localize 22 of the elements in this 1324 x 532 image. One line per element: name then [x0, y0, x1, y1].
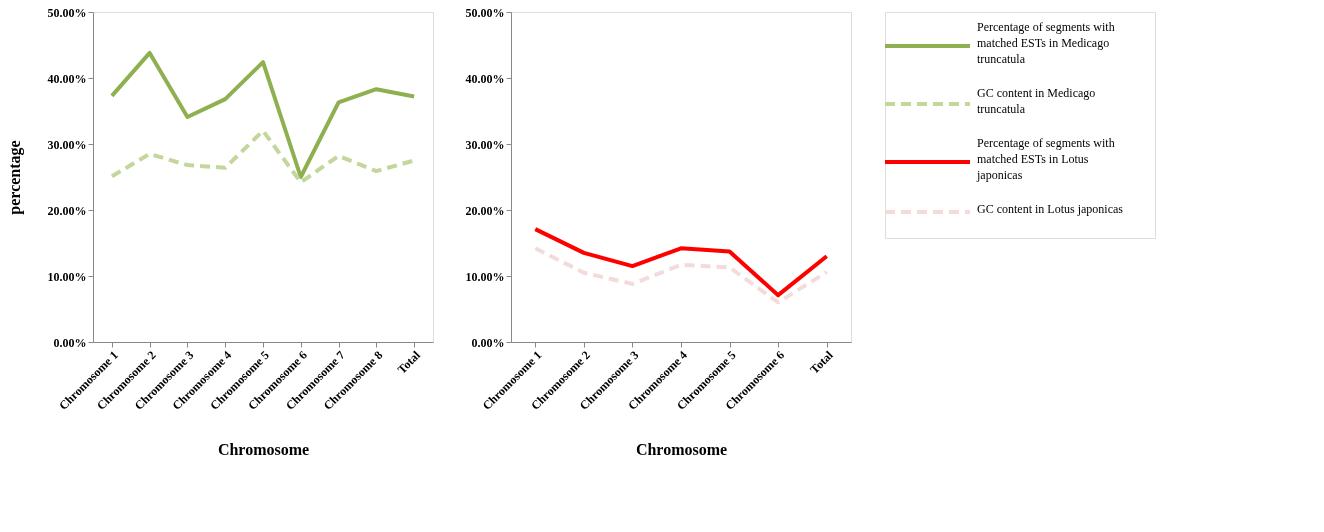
y-tick-label: 40.00%	[465, 71, 505, 86]
y-tick-label: 10.00%	[47, 269, 87, 284]
y-axis-title: percentage	[5, 140, 24, 215]
y-tick-label: 20.00%	[47, 203, 87, 218]
y-tick-label: 0.00%	[471, 335, 505, 350]
text: Percentage of segments with matched ESTs in Medicago truncatula	[977, 20, 1115, 66]
y-tick-label: 0.00%	[53, 335, 87, 350]
line-series	[533, 246, 829, 305]
y-tick-label: 30.00%	[47, 137, 87, 152]
text: GC content in Lotus japonicas	[977, 202, 1124, 216]
x-axis-title: Chromosome	[217, 441, 310, 459]
x-axis-title: Chromosome	[635, 441, 728, 459]
line-series	[533, 227, 829, 298]
y-tick-label: 40.00%	[47, 71, 87, 86]
y-tick-label: 10.00%	[465, 269, 505, 284]
y-tick-label: 50.00%	[47, 5, 87, 20]
text: Percentage of segments with matched ESTs in Lotus japonicas	[976, 136, 1115, 182]
y-tick-label: 50.00%	[465, 5, 505, 20]
y-tick-label: 20.00%	[465, 203, 505, 218]
text: GC content in Medicago truncatula	[977, 86, 1096, 116]
y-tick-label: 30.00%	[465, 137, 505, 152]
line-series	[109, 50, 417, 179]
